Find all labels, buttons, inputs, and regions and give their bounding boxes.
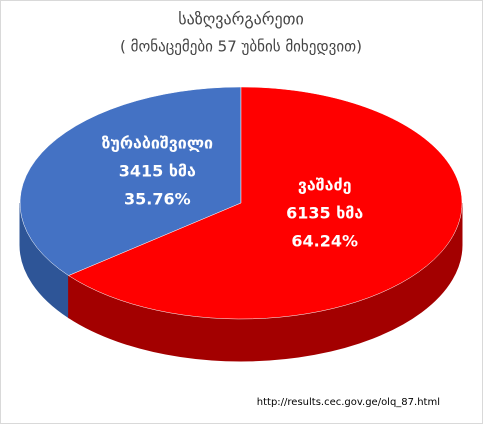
- chart-title: საზღვარგარეთი: [178, 10, 304, 29]
- chart-subtitle: ( მონაცემები 57 უბნის მიხედვით): [120, 38, 362, 56]
- pie-slice: [68, 86, 463, 320]
- value-label: 64.24%: [291, 232, 358, 251]
- slice-label: ზურაბიშვილი: [102, 133, 213, 152]
- value-label: 35.76%: [124, 189, 191, 208]
- pie-slice: [19, 86, 242, 276]
- vote-label: 3415 ხმა: [119, 161, 196, 180]
- source-note: http://results.cec.gov.ge/olq_87.html: [257, 397, 440, 408]
- slice-label: ვაშაძე: [298, 176, 352, 195]
- vote-label: 6135 ხმა: [286, 204, 363, 223]
